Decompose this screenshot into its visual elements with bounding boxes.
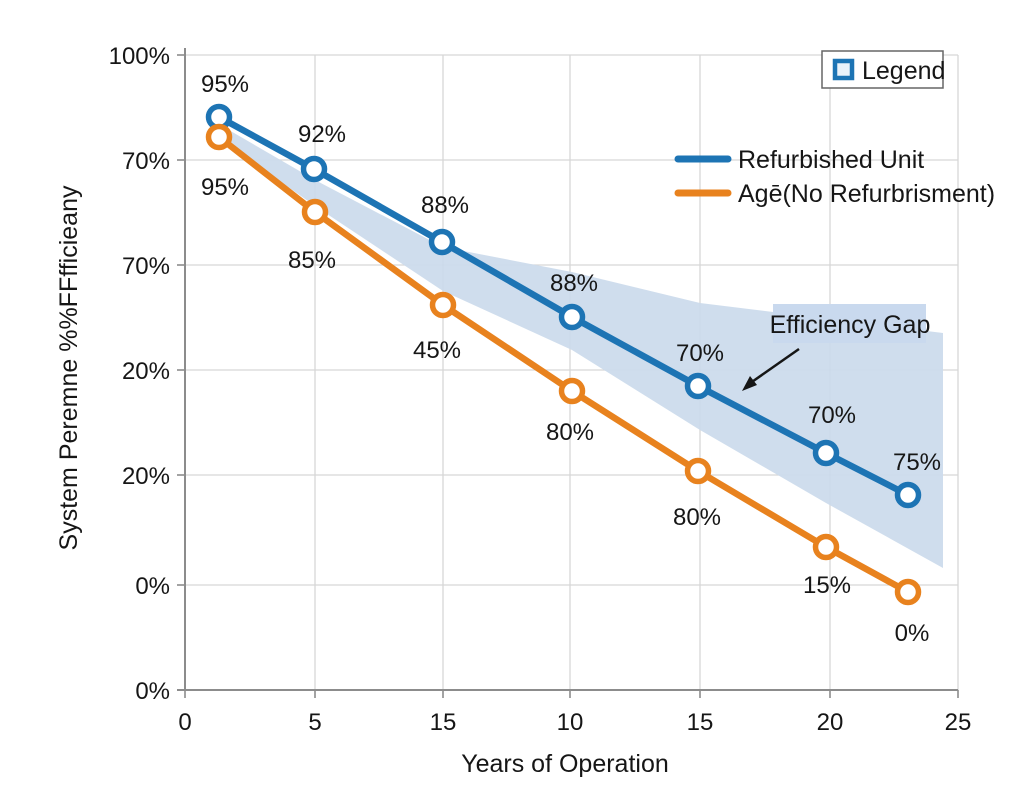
data-point-label: 70% bbox=[676, 340, 724, 367]
x-tick-label: 15 bbox=[687, 709, 714, 736]
legend-label-no-refurbishment: Agē(No Refurbrisment) bbox=[738, 180, 995, 208]
data-point-marker bbox=[428, 228, 456, 256]
efficiency-gap-area bbox=[222, 126, 943, 568]
y-tick-label: 20% bbox=[122, 463, 170, 490]
tick-labels: 0 5 15 10 15 20 25 100% 70% 70% 20% 20% 0% 0% bbox=[109, 43, 972, 736]
series-lines bbox=[205, 103, 922, 606]
x-tick-label: 10 bbox=[557, 709, 584, 736]
data-point-label: 0% bbox=[895, 620, 930, 647]
annotation-background bbox=[773, 304, 926, 343]
data-point-marker bbox=[300, 155, 328, 183]
x-axis-title: Years of Operation bbox=[461, 750, 669, 778]
data-point-label: 80% bbox=[546, 419, 594, 446]
data-point-label: 70% bbox=[808, 402, 856, 429]
data-point-marker bbox=[812, 533, 840, 561]
legend-entries: Refurbished Unit Agē(No Refurbrisment) bbox=[674, 146, 995, 208]
data-point-marker bbox=[429, 291, 457, 319]
y-tick-label: 0% bbox=[135, 573, 170, 600]
x-tick-label: 15 bbox=[430, 709, 457, 736]
legend-title: Legend bbox=[862, 57, 945, 85]
y-tick-label: 20% bbox=[122, 358, 170, 385]
y-tick-label: 0% bbox=[135, 678, 170, 705]
y-tick-label: 70% bbox=[122, 253, 170, 280]
annotation-label: Efficiency Gap bbox=[770, 311, 931, 339]
x-tick-label: 20 bbox=[817, 709, 844, 736]
data-point-marker bbox=[812, 439, 840, 467]
data-point-marker bbox=[558, 377, 586, 405]
data-point-marker bbox=[301, 198, 329, 226]
y-tick-label: 100% bbox=[109, 43, 170, 70]
data-point-marker bbox=[684, 372, 712, 400]
data-point-marker bbox=[894, 578, 922, 606]
data-point-marker bbox=[684, 457, 712, 485]
data-point-label: 75% bbox=[893, 449, 941, 476]
data-point-marker bbox=[894, 481, 922, 509]
point-labels: 95% 92% 88% 88% 70% 70% 75% 95% 85% 45% 80% 80% 15% 0… bbox=[201, 71, 941, 647]
data-point-label: 95% bbox=[201, 71, 249, 98]
data-point-label: 95% bbox=[201, 174, 249, 201]
x-tick-label: 0 bbox=[178, 709, 191, 736]
data-point-label: 88% bbox=[550, 270, 598, 297]
y-tick-label: 70% bbox=[122, 148, 170, 175]
data-point-label: 85% bbox=[288, 247, 336, 274]
data-point-label: 88% bbox=[421, 192, 469, 219]
data-point-label: 80% bbox=[673, 504, 721, 531]
data-point-label: 92% bbox=[298, 121, 346, 148]
data-point-label: 15% bbox=[803, 572, 851, 599]
annotation-efficiency-gap: Efficiency Gap bbox=[742, 304, 930, 391]
data-point-marker bbox=[558, 303, 586, 331]
data-point-marker bbox=[205, 123, 233, 151]
annotation-arrow-head bbox=[742, 376, 757, 391]
annotation-arrow-line bbox=[748, 347, 800, 386]
axes bbox=[177, 48, 959, 698]
x-tick-label: 5 bbox=[308, 709, 321, 736]
legend-square-icon bbox=[832, 58, 855, 81]
y-axis-title: System Peremne %%FFfficieany bbox=[55, 185, 83, 550]
efficiency-gap-band bbox=[222, 126, 943, 568]
legend-title-box: Legend bbox=[821, 50, 945, 89]
data-point-label: 45% bbox=[413, 337, 461, 364]
x-tick-label: 25 bbox=[945, 709, 972, 736]
legend-label-refurbished-unit: Refurbished Unit bbox=[738, 146, 924, 174]
